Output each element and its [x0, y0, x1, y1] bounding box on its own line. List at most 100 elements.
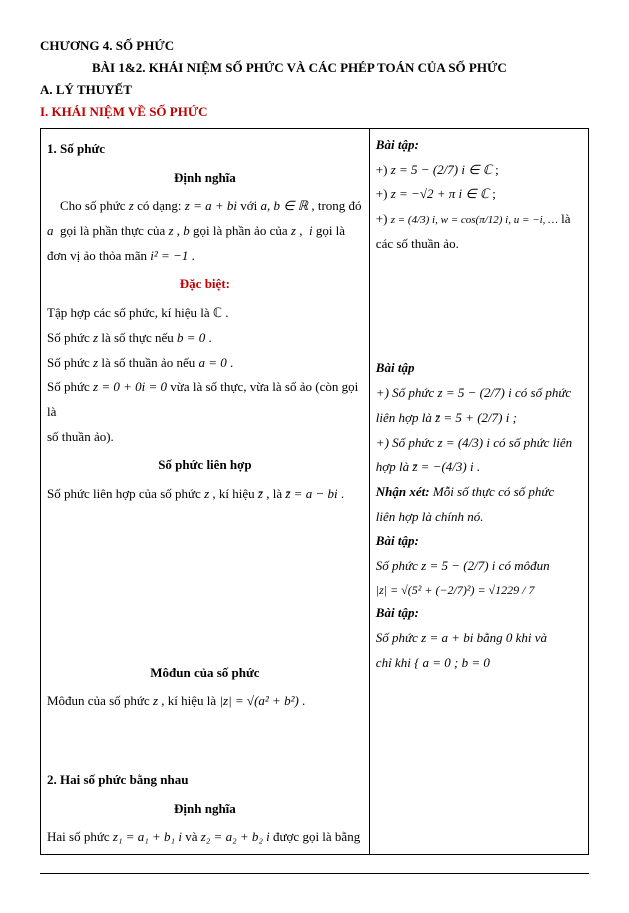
- bt2-l3: +) Số phức z = (4/3) i có số phức liên: [376, 431, 582, 456]
- math-zeq: z = a + bi: [185, 198, 237, 213]
- t: có số phức: [512, 385, 571, 400]
- t: Số phức: [376, 558, 421, 573]
- t: Hai số phức: [47, 829, 113, 844]
- m: z₂ = a₂ + b₂ i: [201, 829, 270, 844]
- m: { a = 0 ; b = 0: [414, 655, 490, 670]
- m: b = 0: [177, 330, 205, 345]
- t: Cho số phức: [60, 198, 129, 213]
- bt1-l1: +) z = 5 − (2/7) i ∈ ℂ ;: [376, 158, 582, 183]
- spec-l2: Số phức z là số thực nếu b = 0 .: [47, 326, 363, 351]
- def1-line1: Cho số phức z có dạng: z = a + bi với a,…: [47, 194, 363, 219]
- math-z3: z: [291, 223, 296, 238]
- left-column: 1. Số phức Định nghĩa Cho số phức z có d…: [41, 129, 370, 855]
- t: +): [376, 211, 391, 226]
- m: z = −√2 + π i ∈ ℂ: [391, 186, 489, 201]
- section-i-title: I. KHÁI NIỆM VỀ SỐ PHỨC: [40, 104, 589, 120]
- math-a: a: [47, 223, 54, 238]
- t: có môđun: [495, 558, 549, 573]
- t: ;: [509, 410, 517, 425]
- t: bằng 0 khi và: [473, 630, 547, 645]
- def1-line3: đơn vị ảo thỏa mãn i² = −1 .: [47, 244, 363, 269]
- bt1-head: Bài tập:: [376, 133, 582, 158]
- math-abR: a, b ∈ ℝ: [260, 198, 308, 213]
- content-table: 1. Số phức Định nghĩa Cho số phức z có d…: [40, 128, 589, 855]
- math-b: b: [183, 223, 190, 238]
- nx-line: Nhận xét: Mỗi số thực có số phức: [376, 480, 582, 505]
- m: z = (4/3) i, w = cos(π/12) i, u = −i, …: [391, 214, 558, 226]
- t: Mỗi số thực có số phức: [430, 484, 555, 499]
- t: đơn vị ảo thỏa mãn: [47, 248, 150, 263]
- bt3-l1: Số phức z = 5 − (2/7) i có môđun: [376, 554, 582, 579]
- right-column: Bài tập: +) z = 5 − (2/7) i ∈ ℂ ; +) z =…: [369, 129, 588, 855]
- bt2-l1: +) Số phức z = 5 − (2/7) i có số phức: [376, 381, 582, 406]
- t: có số phức liên: [490, 435, 572, 450]
- m: z = 0 + 0i = 0: [93, 379, 167, 394]
- spec-l4: Số phức z = 0 + 0i = 0 vừa là số thực, v…: [47, 375, 363, 424]
- m: z̄ = 5 + (2/7) i: [435, 410, 509, 425]
- mod-l1: Môđun của số phức z , kí hiệu là |z| = √…: [47, 689, 363, 714]
- footer-rule: [40, 873, 589, 874]
- m: z = 5 − (2/7) i ∈ ℂ: [391, 162, 492, 177]
- t: +): [376, 162, 391, 177]
- bt3-l2: |z| = √(5² + (−2/7)²) = √1229 / 7: [376, 579, 582, 602]
- t: ;: [492, 162, 499, 177]
- t: Số phức liên hợp của số phức: [47, 486, 204, 501]
- bt4-l2: chỉ khi { a = 0 ; b = 0: [376, 651, 582, 676]
- m: |z|: [219, 693, 231, 708]
- t: , kí hiệu: [209, 486, 258, 501]
- t: chỉ khi: [376, 655, 414, 670]
- bt2-head: Bài tập: [376, 356, 582, 381]
- t: , là: [263, 486, 285, 501]
- heading-1: 1. Số phức: [47, 137, 363, 162]
- bt4-l1: Số phức z = a + bi bằng 0 khi và: [376, 626, 582, 651]
- spec-l1: Tập hợp các số phức, kí hiệu là ℂ .: [47, 301, 363, 326]
- def2-head: Định nghĩa: [47, 797, 363, 822]
- spec-l5: số thuần ảo).: [47, 425, 363, 450]
- bt3-head: Bài tập:: [376, 529, 582, 554]
- t: gọi là phần ảo của: [193, 223, 291, 238]
- m: z̄ = a − bi: [285, 486, 337, 501]
- lesson-title: BÀI 1&2. KHÁI NIỆM SỐ PHỨC VÀ CÁC PHÉP T…: [92, 60, 589, 76]
- nx-line2: liên hợp là chính nó.: [376, 505, 582, 530]
- t: là số thực nếu: [98, 330, 177, 345]
- conj-head: Số phức liên hợp: [47, 453, 363, 478]
- bt1-l3: +) z = (4/3) i, w = cos(π/12) i, u = −i,…: [376, 207, 582, 232]
- bt4-head: Bài tập:: [376, 601, 582, 626]
- def1-line2: a gọi là phần thực của z , b gọi là phần…: [47, 219, 363, 244]
- section-a-title: A. LÝ THUYẾT: [40, 82, 589, 98]
- def1-head: Định nghĩa: [47, 166, 363, 191]
- bt2-l2: liên hợp là z̄ = 5 + (2/7) i ;: [376, 406, 582, 431]
- m: = √(a² + b²): [235, 693, 299, 708]
- m: a = 0: [198, 355, 226, 370]
- m: z = a + bi: [421, 630, 473, 645]
- t: hợp là: [376, 459, 413, 474]
- t: , trong đó: [308, 198, 361, 213]
- t: Số phức: [47, 379, 93, 394]
- m: z̄ = −(4/3) i: [412, 459, 473, 474]
- bt1-l2: +) z = −√2 + π i ∈ ℂ ;: [376, 182, 582, 207]
- m: z₁ = a₁ + b₁ i: [113, 829, 182, 844]
- mod-head: Môđun của số phức: [47, 661, 363, 686]
- nx-head: Nhận xét:: [376, 484, 430, 499]
- special-head: Đặc biệt:: [47, 272, 363, 297]
- conj-l1: Số phức liên hợp của số phức z , kí hiệu…: [47, 482, 363, 507]
- t: ;: [489, 186, 496, 201]
- bt1-l4: các số thuần ảo.: [376, 232, 582, 257]
- heading-2: 2. Hai số phức bằng nhau: [47, 768, 363, 793]
- m: z = 5 − (2/7) i: [438, 385, 512, 400]
- t: là số thuần ảo nếu: [98, 355, 198, 370]
- t: gọi là phần thực của: [60, 223, 168, 238]
- t: Môđun của số phức: [47, 693, 153, 708]
- math-i2: i² = −1: [150, 248, 188, 263]
- def2-l1: Hai số phức z₁ = a₁ + b₁ i và z₂ = a₂ + …: [47, 825, 363, 850]
- t: , kí hiệu là: [158, 693, 219, 708]
- m: z = 5 − (2/7) i: [421, 558, 495, 573]
- spec-l3: Số phức z là số thuần ảo nếu a = 0 .: [47, 351, 363, 376]
- t: Số phức: [376, 630, 421, 645]
- m: z = (4/3) i: [438, 435, 490, 450]
- chapter-title: CHƯƠNG 4. SỐ PHỨC: [40, 38, 589, 54]
- t: liên hợp là: [376, 410, 435, 425]
- t: với: [240, 198, 260, 213]
- t: Số phức: [47, 355, 93, 370]
- t: Số phức: [47, 330, 93, 345]
